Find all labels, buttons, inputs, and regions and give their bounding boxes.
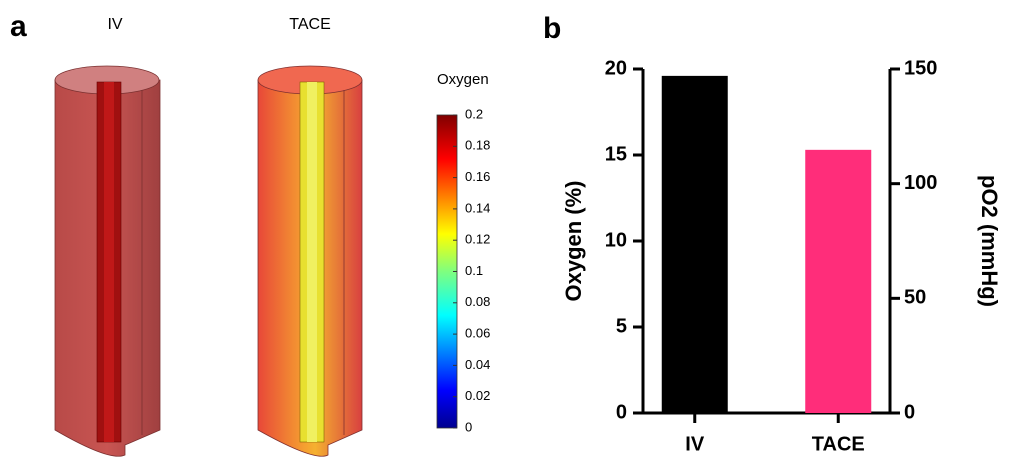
x-tick-label: IV bbox=[685, 433, 705, 455]
tick-label: 0.02 bbox=[465, 388, 490, 403]
y2-axis-label: pO2 (mmHg) bbox=[977, 175, 1002, 307]
y2-tick-label: 0 bbox=[904, 401, 915, 423]
y2-tick-label: 100 bbox=[904, 172, 937, 194]
panel-label: b bbox=[543, 12, 561, 45]
tick-label: 0.18 bbox=[465, 138, 490, 153]
y-tick-label: 5 bbox=[616, 315, 627, 337]
tick-label: 0.16 bbox=[465, 169, 490, 184]
tick-label: 0.06 bbox=[465, 326, 490, 341]
y-tick-label: 10 bbox=[605, 229, 627, 251]
cylinder-iv bbox=[54, 65, 161, 457]
y-tick-label: 15 bbox=[605, 143, 627, 165]
tick-label: 0.12 bbox=[465, 232, 490, 247]
render-title: IV bbox=[107, 16, 122, 33]
tick-label: 0.1 bbox=[465, 263, 483, 278]
y-axis-label: Oxygen (%) bbox=[561, 180, 586, 301]
cylinder-tace bbox=[257, 65, 363, 457]
bar bbox=[661, 75, 728, 413]
bar bbox=[805, 149, 872, 413]
render-title: TACE bbox=[289, 16, 330, 33]
tick-label: 0.14 bbox=[465, 200, 490, 215]
tick-label: 0.2 bbox=[465, 106, 483, 121]
y-tick-label: 20 bbox=[605, 57, 627, 79]
y2-tick-label: 50 bbox=[904, 287, 926, 309]
y2-tick-label: 150 bbox=[904, 57, 937, 79]
colorbar-title: Oxygen bbox=[437, 71, 489, 88]
tick-label: 0.04 bbox=[465, 357, 490, 372]
y-tick-label: 0 bbox=[616, 401, 627, 423]
tick-label: 0 bbox=[465, 419, 472, 434]
tick-label: 0.08 bbox=[465, 294, 490, 309]
panel-label: a bbox=[10, 10, 27, 43]
x-tick-label: TACE bbox=[812, 433, 865, 455]
